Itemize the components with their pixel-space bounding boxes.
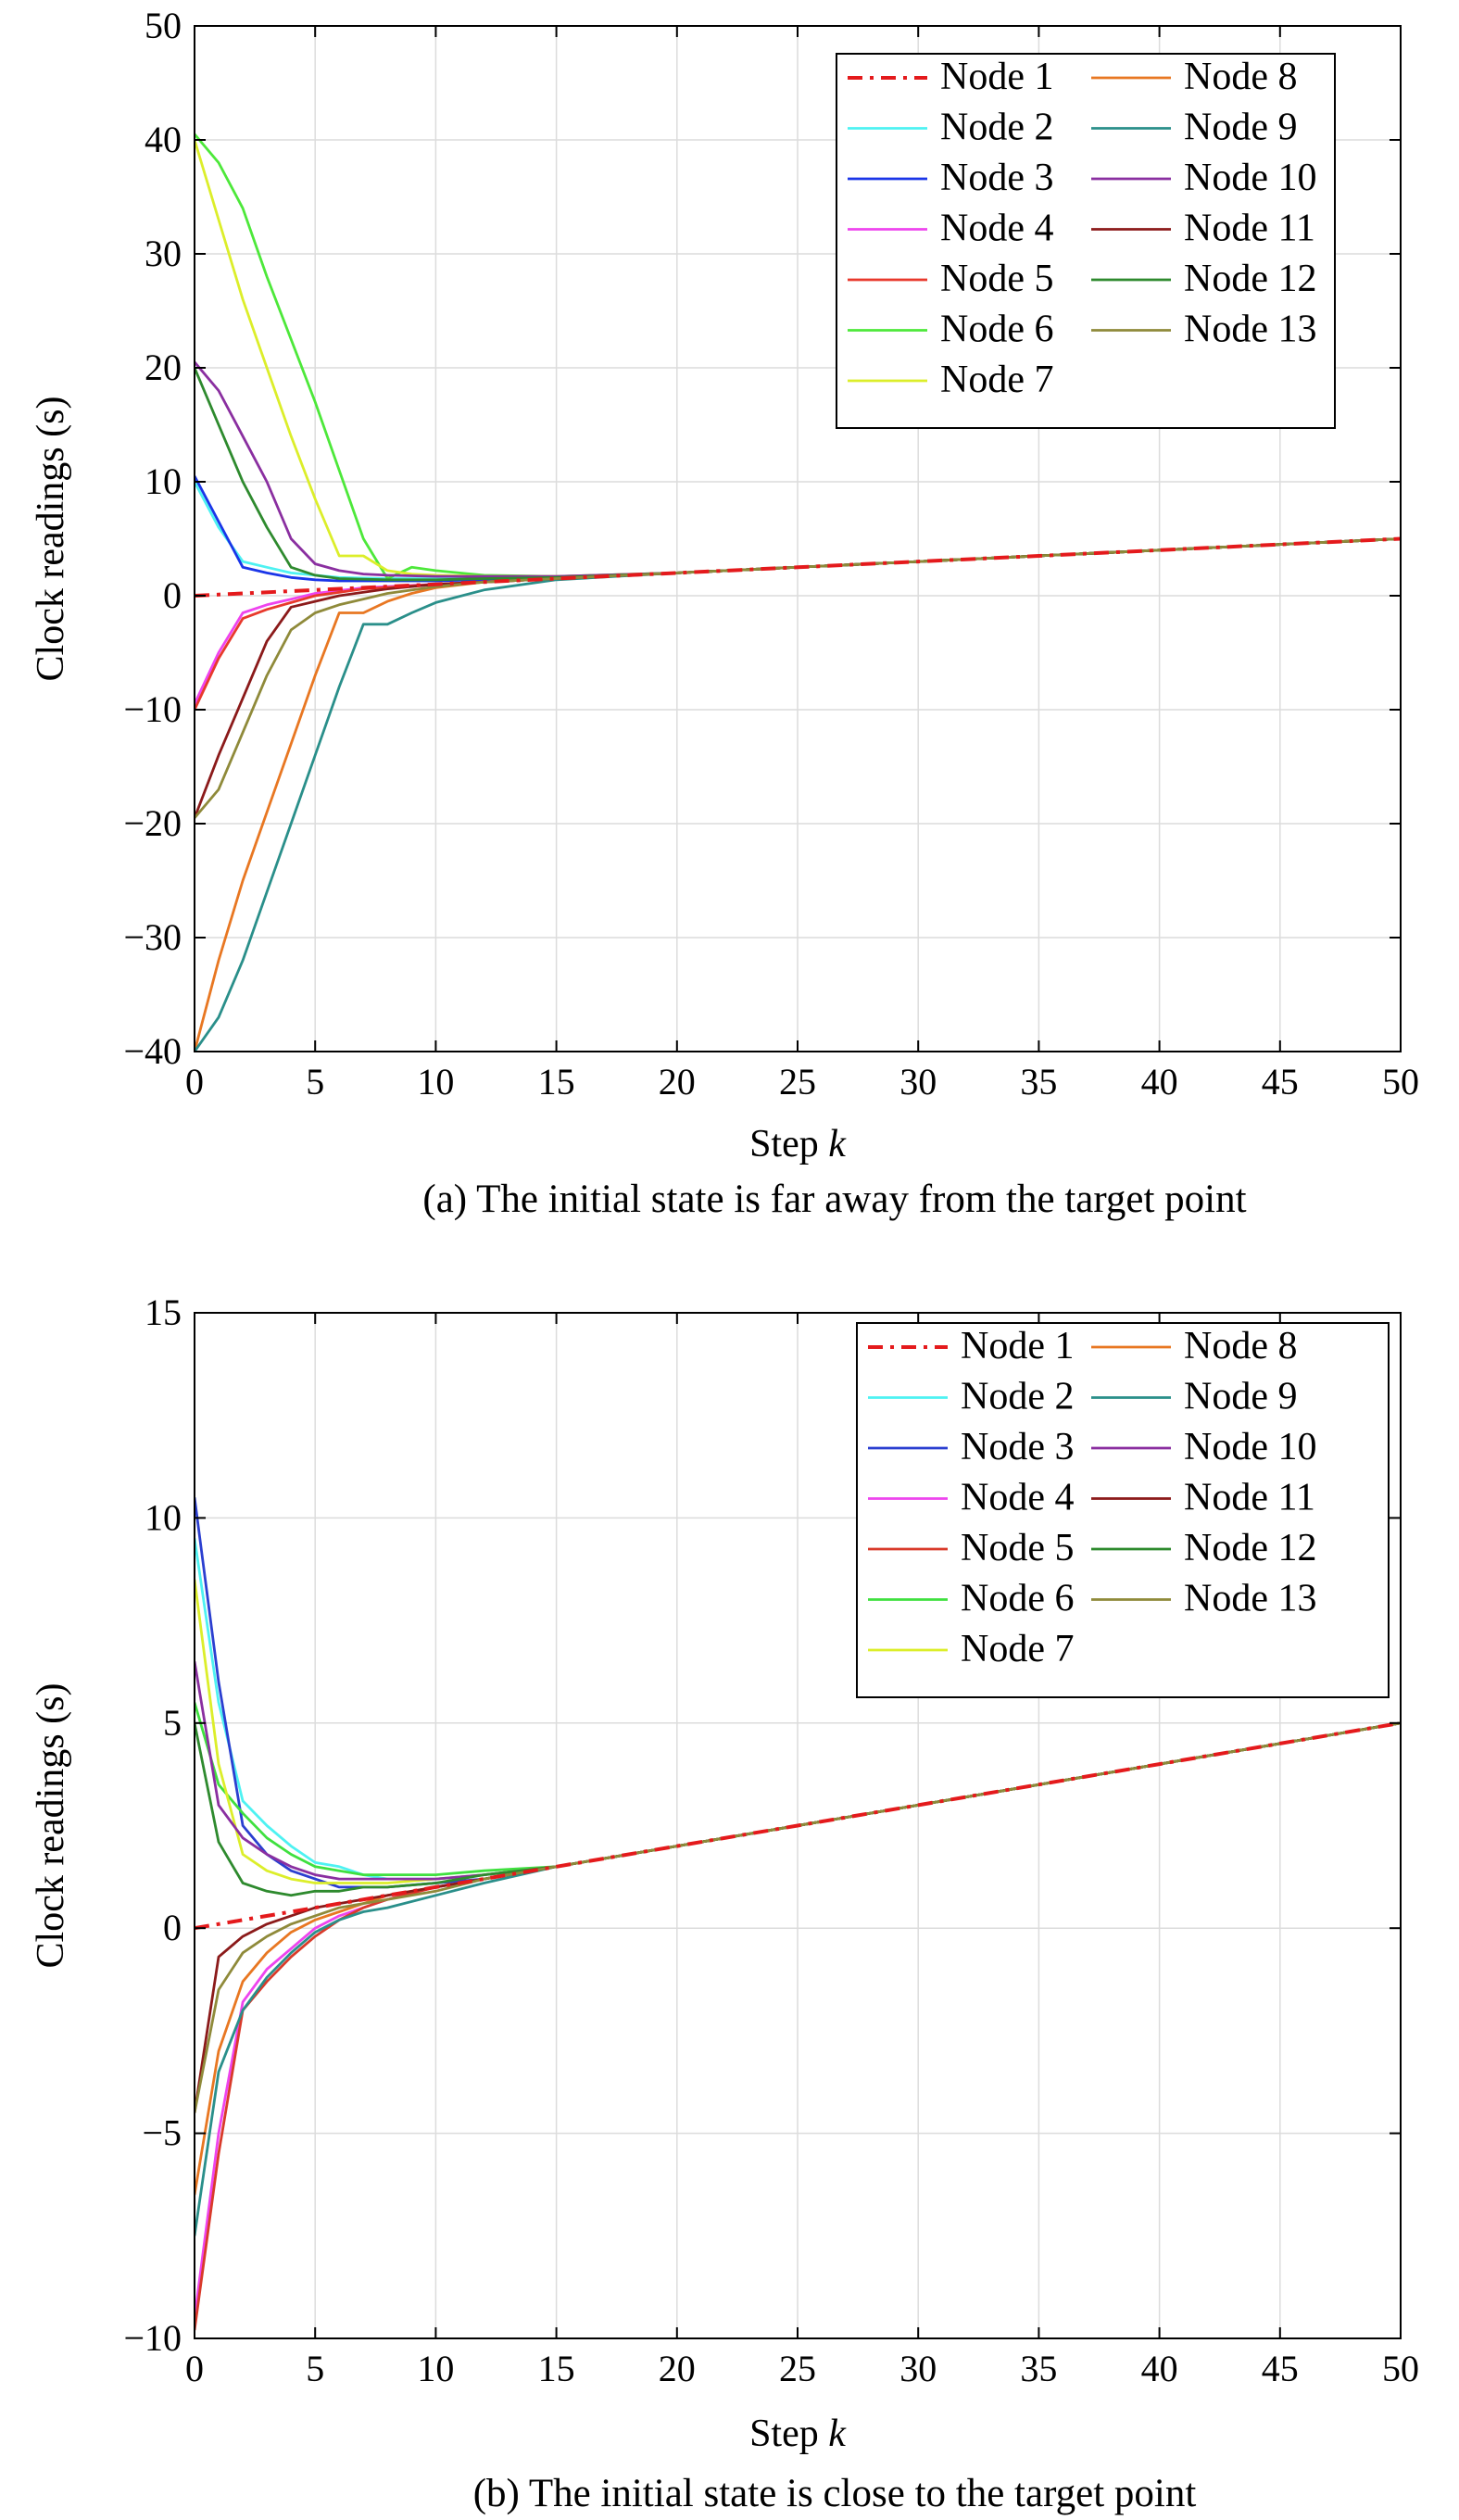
chart-caption: (a) The initial state is far away from t… <box>422 1178 1246 1221</box>
legend-label-node-4: Node 4 <box>961 1477 1074 1519</box>
legend-label-node-11: Node 11 <box>1184 208 1315 250</box>
y-tick-label: 0 <box>163 1907 182 1948</box>
chart-b: 0 5 10 15 20 25 30 35 40 45 50 −10 −5 0 5 10 15 Step k Clo… <box>30 1292 1419 2515</box>
legend-label-node-6: Node 6 <box>940 309 1053 351</box>
x-axis-label-var: k <box>828 1123 847 1166</box>
legend-label-node-8: Node 8 <box>1184 1325 1297 1367</box>
legend: Node 1 Node 2 Node 3 Node 4 Node 5 Node 6 Node… <box>836 53 1336 429</box>
y-tick-label: 30 <box>145 233 182 274</box>
x-tick-label: 45 <box>1262 1061 1299 1102</box>
x-tick-label: 5 <box>306 2348 324 2389</box>
legend-label-node-13: Node 13 <box>1184 309 1316 351</box>
y-tick-label: 10 <box>145 1496 182 1538</box>
legend-label-node-7: Node 7 <box>940 359 1053 401</box>
x-tick-label: 15 <box>538 1061 575 1102</box>
x-tick-label: 50 <box>1382 2348 1419 2389</box>
chart-a: 0 5 10 15 20 25 30 35 40 45 50 −40 −30 −20 −10 0 10 20 30 4… <box>30 5 1419 1221</box>
legend-label-node-10: Node 10 <box>1184 1426 1316 1468</box>
x-axis-label-var: k <box>828 2413 847 2455</box>
x-tick-label: 25 <box>779 2348 816 2389</box>
legend-label-node-5: Node 5 <box>940 258 1053 300</box>
legend-label-node-1: Node 1 <box>940 56 1053 98</box>
x-tick-label: 0 <box>185 2348 204 2389</box>
legend: Node 1 Node 2 Node 3 Node 4 Node 5 Node 6 Node… <box>856 1322 1390 1698</box>
chart-caption: (b) The initial state is close to the ta… <box>473 2472 1197 2515</box>
y-tick-label: −10 <box>123 688 182 730</box>
x-tick-label: 10 <box>417 2348 454 2389</box>
legend-label-node-7: Node 7 <box>961 1628 1074 1670</box>
x-tick-label: 35 <box>1020 2348 1057 2389</box>
x-axis-label: Step k <box>749 1123 847 1166</box>
legend-label-node-10: Node 10 <box>1184 157 1316 199</box>
y-tick-label: 50 <box>145 5 182 46</box>
x-tick-label: 45 <box>1262 2348 1299 2389</box>
series-group <box>195 1497 1401 2331</box>
legend-label-node-3: Node 3 <box>961 1426 1074 1468</box>
x-tick-label: 25 <box>779 1061 816 1102</box>
y-tick-label: 40 <box>145 119 182 160</box>
legend-label-node-9: Node 9 <box>1184 1376 1297 1418</box>
legend-label-node-12: Node 12 <box>1184 258 1316 300</box>
x-axis-label-text: Step <box>749 2413 828 2455</box>
series-line-node-1 <box>195 536 1401 598</box>
x-axis-label-text: Step <box>749 1123 828 1166</box>
x-tick-label: 30 <box>899 1061 937 1102</box>
x-tick-label: 40 <box>1141 2348 1178 2389</box>
x-tick-label: 0 <box>185 1061 204 1102</box>
y-tick-label: −5 <box>142 2112 182 2154</box>
series-line-node-1 <box>195 1720 1401 1931</box>
legend-label-node-3: Node 3 <box>940 157 1053 199</box>
legend-box <box>836 53 1336 429</box>
series-group <box>195 132 1401 1052</box>
x-tick-label: 20 <box>659 2348 696 2389</box>
legend-label-node-6: Node 6 <box>961 1578 1074 1620</box>
y-axis-label: Clock readings (s) <box>30 397 72 682</box>
legend-label-node-5: Node 5 <box>961 1527 1074 1569</box>
legend-label-node-4: Node 4 <box>940 208 1053 250</box>
x-tick-label: 5 <box>306 1061 324 1102</box>
x-tick-label: 15 <box>538 2348 575 2389</box>
y-tick-label: 0 <box>163 574 182 616</box>
y-tick-label: −20 <box>123 802 182 844</box>
legend-label-node-2: Node 2 <box>940 107 1053 149</box>
legend-label-node-8: Node 8 <box>1184 56 1297 98</box>
legend-label-node-12: Node 12 <box>1184 1527 1316 1569</box>
y-tick-label: 20 <box>145 346 182 388</box>
y-tick-label: −30 <box>123 916 182 958</box>
legend-label-node-2: Node 2 <box>961 1376 1074 1418</box>
legend-label-node-13: Node 13 <box>1184 1578 1316 1620</box>
y-tick-label: 5 <box>163 1702 182 1744</box>
legend-box <box>856 1322 1390 1698</box>
x-axis-label: Step k <box>749 2413 847 2455</box>
y-tick-label: 10 <box>145 460 182 502</box>
x-tick-label: 40 <box>1141 1061 1178 1102</box>
x-tick-label: 35 <box>1020 1061 1057 1102</box>
y-tick-label: −10 <box>123 2317 182 2359</box>
x-tick-label: 30 <box>899 2348 937 2389</box>
y-axis-label: Clock readings (s) <box>30 1683 72 1969</box>
x-tick-label: 10 <box>417 1061 454 1102</box>
x-tick-label: 20 <box>659 1061 696 1102</box>
legend-label-node-11: Node 11 <box>1184 1477 1315 1519</box>
legend-label-node-9: Node 9 <box>1184 107 1297 149</box>
x-tick-label: 50 <box>1382 1061 1419 1102</box>
y-tick-label: 15 <box>145 1292 182 1333</box>
y-tick-label: −40 <box>123 1030 182 1072</box>
legend-label-node-1: Node 1 <box>961 1325 1074 1367</box>
